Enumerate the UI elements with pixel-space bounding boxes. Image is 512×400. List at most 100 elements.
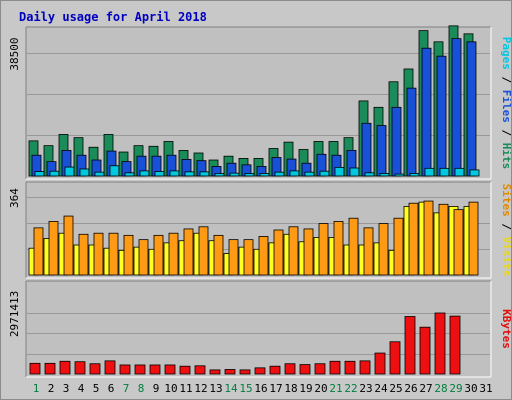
visits-bar-sites-day-7: [123, 234, 134, 276]
visits-bar-sites-day-25: [393, 217, 404, 276]
hits-bar-pages-day-10: [169, 170, 180, 177]
hits-bar-pages-day-15: [244, 173, 255, 177]
day-label-11: 11: [179, 382, 192, 395]
day-label-4: 4: [78, 382, 85, 395]
day-label-18: 18: [284, 382, 297, 395]
hits-bar-pages-day-24: [379, 173, 390, 177]
day-label-21: 21: [329, 382, 342, 395]
day-label-12: 12: [194, 382, 207, 395]
hits-bar-files-day-23: [361, 122, 372, 177]
kbytes-bar-kbytes-day-16: [254, 367, 266, 375]
kbytes-bar-kbytes-day-29: [449, 315, 461, 375]
hits-bar-pages-day-4: [79, 168, 90, 177]
day-label-14: 14: [224, 382, 238, 395]
kbytes-bar-kbytes-day-14: [224, 369, 236, 375]
hits-bar-pages-day-30: [469, 169, 480, 177]
visits-bar-sites-day-27: [423, 200, 434, 276]
chart-title: Daily usage for April 2018: [19, 10, 207, 24]
day-label-28: 28: [434, 382, 447, 395]
visits-side-label: Sites / Visits: [500, 184, 511, 277]
hits-bar-pages-day-23: [364, 172, 375, 177]
hits-bar-pages-day-1: [34, 171, 45, 177]
kbytes-bar-kbytes-day-7: [119, 364, 131, 375]
visits-bar-sites-day-20: [318, 223, 329, 276]
panel-kbytes: 2971413 KBytes: [8, 280, 511, 378]
kbytes-bar-kbytes-day-19: [299, 364, 311, 375]
kbytes-bar-kbytes-day-22: [344, 360, 356, 375]
day-label-31: 31: [479, 382, 492, 395]
hits-bar-pages-day-19: [304, 171, 315, 177]
kbytes-bar-kbytes-day-23: [359, 360, 371, 375]
visits-bar-sites-day-21: [333, 221, 344, 276]
day-label-7: 7: [123, 382, 130, 395]
day-label-17: 17: [269, 382, 282, 395]
hits-bar-pages-day-12: [199, 171, 210, 177]
hits-bar-pages-day-5: [94, 171, 105, 177]
visits-bar-sites-day-29: [453, 209, 464, 276]
kbytes-bar-kbytes-day-28: [434, 312, 446, 375]
kbytes-bar-kbytes-day-13: [209, 369, 221, 375]
hits-bar-pages-day-25: [394, 173, 405, 177]
day-label-15: 15: [239, 382, 252, 395]
panel-visits: 364 Sites / Visits: [8, 181, 511, 279]
day-label-3: 3: [63, 382, 70, 395]
visits-bar-sites-day-17: [273, 229, 284, 276]
day-label-26: 26: [404, 382, 417, 395]
hits-bar-pages-day-29: [454, 167, 465, 177]
visits-bar-sites-day-2: [48, 221, 59, 276]
day-label-5: 5: [93, 382, 100, 395]
hits-bar-files-day-30: [466, 41, 477, 177]
visits-bar-sites-day-13: [213, 234, 224, 276]
hits-bar-files-day-25: [391, 106, 402, 177]
hits-bar-files-day-24: [376, 125, 387, 177]
hits-bar-files-day-27: [421, 47, 432, 177]
kbytes-bar-kbytes-day-1: [29, 362, 41, 375]
day-label-24: 24: [374, 382, 388, 395]
visits-bar-sites-day-10: [168, 232, 179, 276]
hits-bar-pages-day-18: [289, 170, 300, 177]
hits-bar-pages-day-7: [124, 172, 135, 177]
panel-hits: 38500 Pages / Files / Hits: [8, 25, 511, 180]
kbytes-bar-kbytes-day-11: [179, 365, 191, 375]
hits-bar-pages-day-16: [259, 173, 270, 177]
hits-bar-pages-day-17: [274, 171, 285, 177]
hits-bar-pages-day-26: [409, 173, 420, 177]
visits-bar-sites-day-22: [348, 217, 359, 276]
hits-bar-pages-day-2: [49, 170, 60, 177]
hits-bar-pages-day-6: [109, 165, 120, 177]
hits-max-label: 38500: [8, 37, 21, 70]
kbytes-max-label: 2971413: [8, 291, 21, 337]
visits-bar-sites-day-15: [243, 239, 254, 276]
kbytes-bar-kbytes-day-26: [404, 316, 416, 375]
hits-bar-files-day-28: [436, 55, 447, 177]
day-labels: 1 2 3 4 5 6 7 8 9 10 11 12 13 14 15 16 17 18 19 20 21 22 23 24 2…: [33, 382, 493, 395]
kbytes-bar-kbytes-day-27: [419, 326, 431, 375]
visits-bar-sites-day-12: [198, 226, 209, 276]
visits-bar-sites-day-19: [303, 228, 314, 276]
visits-bar-sites-day-3: [63, 215, 74, 276]
kbytes-bar-kbytes-day-21: [329, 360, 341, 375]
visits-bar-sites-day-5: [93, 232, 104, 276]
visits-bar-sites-day-8: [138, 239, 149, 276]
kbytes-bar-kbytes-day-9: [149, 364, 161, 375]
day-label-13: 13: [209, 382, 222, 395]
kbytes-bar-kbytes-day-18: [284, 363, 296, 375]
kbytes-bar-kbytes-day-25: [389, 341, 401, 375]
hits-bar-pages-day-11: [184, 171, 195, 177]
chart-panels: 38500 Pages / Files / Hits 364 Sites / Visi…: [8, 25, 511, 378]
kbytes-bar-kbytes-day-4: [74, 361, 86, 375]
day-label-20: 20: [314, 382, 327, 395]
kbytes-bar-kbytes-day-24: [374, 352, 386, 375]
kbytes-side-label: KBytes: [500, 309, 511, 349]
hits-bar-pages-day-22: [349, 167, 360, 177]
day-label-2: 2: [48, 382, 55, 395]
day-label-22: 22: [344, 382, 357, 395]
visits-bar-sites-day-23: [363, 227, 374, 276]
visits-bar-sites-day-16: [258, 236, 269, 276]
visits-bar-sites-day-14: [228, 239, 239, 276]
hits-bar-files-day-29: [451, 38, 462, 177]
day-label-8: 8: [138, 382, 145, 395]
visits-bar-sites-day-6: [108, 232, 119, 276]
day-label-19: 19: [299, 382, 312, 395]
